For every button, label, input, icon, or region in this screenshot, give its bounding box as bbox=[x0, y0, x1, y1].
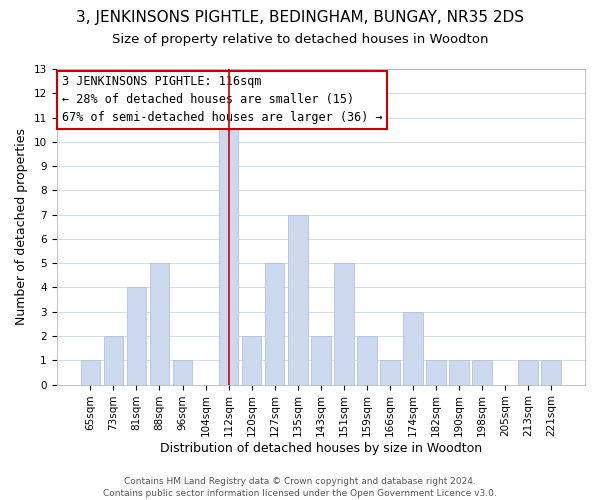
Bar bbox=[541, 360, 561, 384]
Bar bbox=[265, 263, 284, 384]
Y-axis label: Number of detached properties: Number of detached properties bbox=[15, 128, 28, 326]
Bar bbox=[449, 360, 469, 384]
Bar bbox=[334, 263, 353, 384]
Bar bbox=[149, 263, 169, 384]
Bar bbox=[127, 288, 146, 384]
Text: Size of property relative to detached houses in Woodton: Size of property relative to detached ho… bbox=[112, 32, 488, 46]
Bar bbox=[219, 118, 238, 384]
Text: 3 JENKINSONS PIGHTLE: 116sqm
← 28% of detached houses are smaller (15)
67% of se: 3 JENKINSONS PIGHTLE: 116sqm ← 28% of de… bbox=[62, 76, 382, 124]
Bar bbox=[518, 360, 538, 384]
Text: 3, JENKINSONS PIGHTLE, BEDINGHAM, BUNGAY, NR35 2DS: 3, JENKINSONS PIGHTLE, BEDINGHAM, BUNGAY… bbox=[76, 10, 524, 25]
Bar bbox=[311, 336, 331, 384]
Bar bbox=[80, 360, 100, 384]
X-axis label: Distribution of detached houses by size in Woodton: Distribution of detached houses by size … bbox=[160, 442, 482, 455]
Bar bbox=[242, 336, 262, 384]
Bar bbox=[173, 360, 193, 384]
Bar bbox=[104, 336, 123, 384]
Bar bbox=[472, 360, 492, 384]
Bar bbox=[426, 360, 446, 384]
Bar bbox=[357, 336, 377, 384]
Bar bbox=[380, 360, 400, 384]
Bar bbox=[403, 312, 423, 384]
Bar bbox=[288, 214, 308, 384]
Text: Contains HM Land Registry data © Crown copyright and database right 2024.
Contai: Contains HM Land Registry data © Crown c… bbox=[103, 476, 497, 498]
